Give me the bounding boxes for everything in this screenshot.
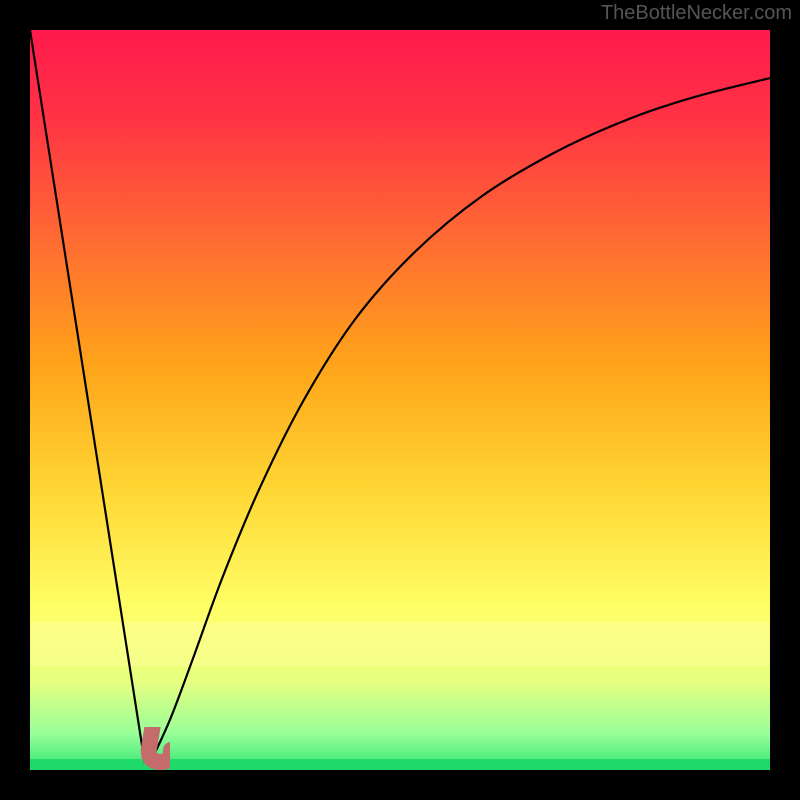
left-descending-line bbox=[30, 30, 145, 763]
watermark-text: TheBottleNecker.com bbox=[601, 2, 792, 25]
curve-layer bbox=[30, 30, 770, 770]
j-hook-icon bbox=[148, 727, 169, 762]
plot-area bbox=[30, 30, 770, 770]
right-asymptotic-curve bbox=[152, 78, 770, 759]
chart-container: TheBottleNecker.com bbox=[0, 0, 800, 800]
trough-marker-icon bbox=[120, 727, 170, 777]
